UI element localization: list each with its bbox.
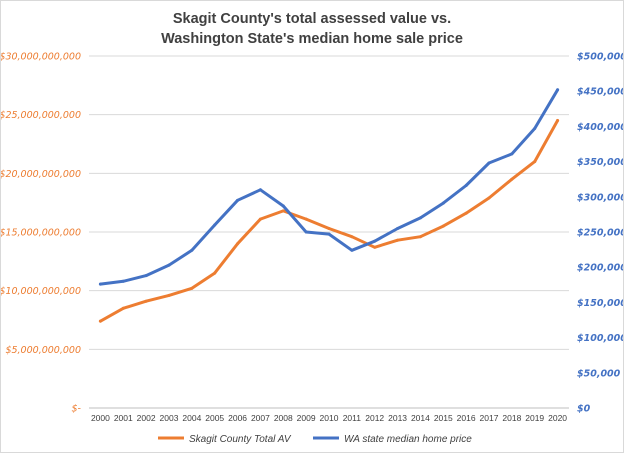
- chart-title-line-2: Washington State's median home sale pric…: [161, 31, 463, 47]
- x-tick-label-2001: 2001: [114, 413, 133, 423]
- left-tick-label-0: $-: [72, 404, 82, 415]
- series-0-point-2004: [190, 286, 194, 290]
- x-tick-label-2012: 2012: [365, 413, 384, 423]
- x-tick-label-2020: 2020: [548, 413, 567, 423]
- right-tick-label-4: $200,000: [577, 263, 623, 274]
- right-tick-label-9: $450,000: [577, 87, 623, 98]
- right-tick-label-5: $250,000: [577, 228, 623, 239]
- series-0-point-2000: [98, 319, 102, 323]
- series-1-point-2015: [441, 201, 445, 205]
- series-1-point-2003: [167, 263, 171, 267]
- x-tick-label-2015: 2015: [434, 413, 453, 423]
- series-line-1: [98, 88, 560, 286]
- series-1-point-2012: [373, 239, 377, 243]
- left-tick-label-4: $20,000,000,000: [1, 169, 81, 180]
- series-1-point-2013: [396, 226, 400, 230]
- x-tick-label-2016: 2016: [457, 413, 476, 423]
- right-tick-label-0: $0: [577, 404, 591, 415]
- left-tick-label-5: $25,000,000,000: [1, 110, 81, 121]
- x-tick-label-2011: 2011: [343, 413, 362, 423]
- left-tick-label-3: $15,000,000,000: [1, 228, 81, 239]
- series-1-point-2011: [350, 248, 354, 252]
- series-1-point-2014: [418, 216, 422, 220]
- x-tick-label-2019: 2019: [525, 413, 544, 423]
- x-tick-label-2007: 2007: [251, 413, 270, 423]
- right-tick-label-2: $100,000: [577, 333, 623, 344]
- series-0-point-2020: [556, 119, 560, 123]
- series-0-point-2011: [350, 235, 354, 239]
- series-0-point-2003: [167, 293, 171, 297]
- left-tick-label-2: $10,000,000,000: [1, 286, 81, 297]
- legend: Skagit County Total AV WA state median h…: [158, 434, 472, 445]
- x-tick-label-2010: 2010: [320, 413, 339, 423]
- right-tick-label-10: $500,000: [577, 52, 623, 63]
- series-0-point-2013: [396, 238, 400, 242]
- gridlines: [89, 55, 569, 409]
- series-0-point-2019: [533, 160, 537, 164]
- x-tick-label-2005: 2005: [205, 413, 224, 423]
- series-1-point-2017: [487, 161, 491, 165]
- x-tick-label-2002: 2002: [137, 413, 156, 423]
- series-1-point-2006: [236, 198, 240, 202]
- series-0-point-2015: [441, 224, 445, 228]
- x-tick-label-2004: 2004: [182, 413, 201, 423]
- series-lines: [98, 88, 560, 323]
- x-tick-label-2000: 2000: [91, 413, 110, 423]
- series-1-point-2009: [304, 230, 308, 234]
- right-tick-label-7: $350,000: [577, 157, 623, 168]
- series-0-point-2017: [487, 196, 491, 200]
- series-0-point-2009: [304, 217, 308, 221]
- right-tick-label-8: $400,000: [577, 122, 623, 133]
- x-tick-label-2009: 2009: [297, 413, 316, 423]
- right-tick-label-6: $300,000: [577, 192, 623, 203]
- x-tick-label-2013: 2013: [388, 413, 407, 423]
- x-tick-label-2018: 2018: [502, 413, 521, 423]
- x-tick-label-2003: 2003: [160, 413, 179, 423]
- right-y-axis: $0 $50,000 $100,000 $150,000 $200,000 $250,00…: [577, 52, 623, 415]
- legend-label-skagit: Skagit County Total AV: [189, 434, 292, 445]
- series-0-point-2007: [258, 217, 262, 221]
- left-tick-label-1: $5,000,000,000: [5, 345, 81, 356]
- series-1-point-2016: [464, 184, 468, 188]
- series-1-point-2000: [98, 282, 102, 286]
- series-0-point-2002: [144, 299, 148, 303]
- x-tick-label-2017: 2017: [480, 413, 499, 423]
- series-1-point-2019: [533, 127, 537, 131]
- series-1-point-2010: [327, 232, 331, 236]
- x-axis: 2000 2001 2002 2003 2004 2005 2006 2007 2008 2009…: [89, 407, 569, 423]
- series-0-point-2016: [464, 211, 468, 215]
- right-tick-label-1: $50,000: [577, 368, 621, 379]
- series-1-point-2001: [121, 279, 125, 283]
- series-1-point-2008: [281, 204, 285, 208]
- series-0-point-2006: [236, 242, 240, 246]
- series-0-point-2014: [418, 235, 422, 239]
- legend-label-wa: WA state median home price: [344, 434, 472, 445]
- series-0-point-2010: [327, 226, 331, 230]
- series-1-point-2007: [258, 188, 262, 192]
- series-1-point-2020: [556, 88, 560, 92]
- series-0-point-2001: [121, 306, 125, 310]
- series-1-point-2005: [213, 223, 217, 227]
- series-1-point-2018: [510, 152, 514, 156]
- series-1-point-2004: [190, 248, 194, 252]
- series-0-point-2018: [510, 177, 514, 181]
- left-tick-label-6: $30,000,000,000: [1, 52, 81, 63]
- series-0-point-2012: [373, 245, 377, 249]
- left-y-axis: $- $5,000,000,000 $10,000,000,000 $15,000,0…: [1, 52, 82, 415]
- series-0-point-2008: [281, 209, 285, 213]
- x-tick-label-2006: 2006: [228, 413, 247, 423]
- series-0-point-2005: [213, 271, 217, 275]
- x-tick-label-2014: 2014: [411, 413, 430, 423]
- right-tick-label-3: $150,000: [577, 298, 623, 309]
- x-tick-label-2008: 2008: [274, 413, 293, 423]
- chart-title-line-1: Skagit County's total assessed value vs.: [173, 11, 451, 27]
- series-1-point-2002: [144, 274, 148, 278]
